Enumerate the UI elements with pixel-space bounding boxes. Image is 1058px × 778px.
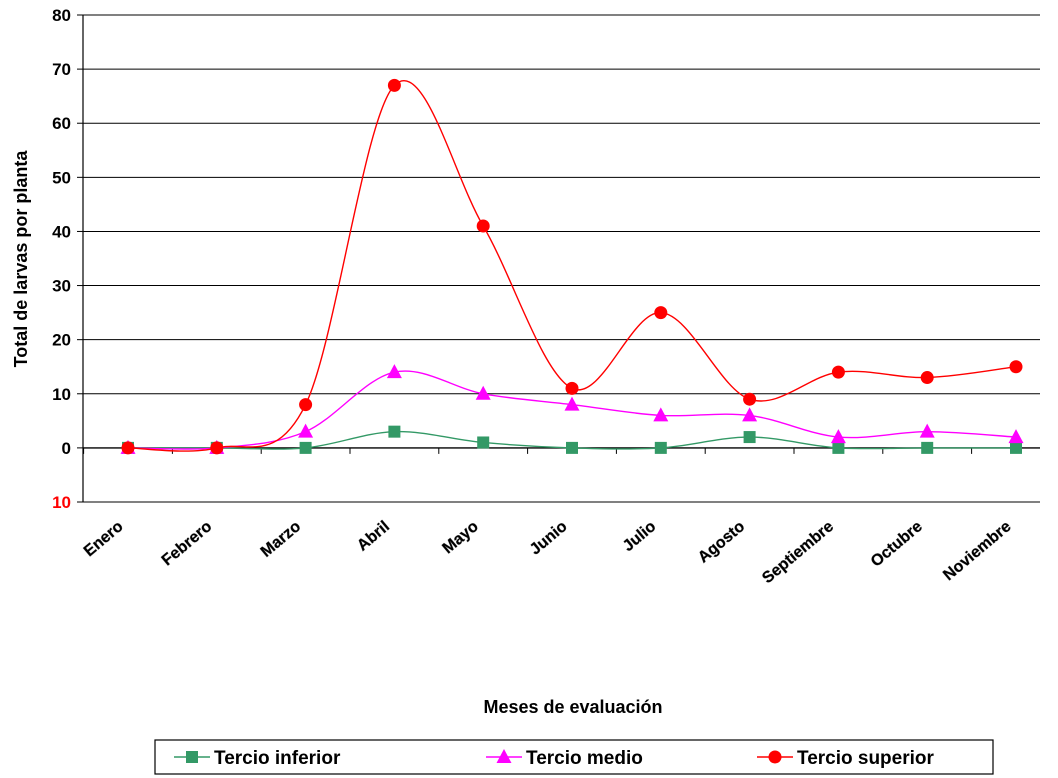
y-tick-label: 60	[52, 114, 71, 133]
x-tick-label: Mayo	[440, 518, 482, 557]
data-point	[743, 431, 756, 444]
legend: Tercio inferior Tercio medio Tercio superi…	[154, 739, 994, 775]
y-tick-labels: 80 70 60 50 40 30 20 10 0 10	[52, 6, 71, 512]
y-tick-label: 20	[52, 331, 71, 350]
data-point	[919, 423, 935, 438]
data-point	[210, 441, 224, 455]
legend-marker	[186, 751, 198, 763]
y-tick-label: 10	[52, 385, 71, 404]
gridlines	[83, 14, 1040, 503]
data-point	[832, 441, 845, 454]
data-point	[475, 385, 491, 400]
y-tick-label: 80	[52, 6, 71, 25]
data-point	[1010, 441, 1022, 454]
legend-label: Tercio medio	[526, 748, 643, 769]
data-point	[121, 441, 135, 455]
data-point	[1009, 360, 1023, 374]
x-tick-label: Agosto	[695, 518, 748, 567]
data-point	[742, 407, 758, 422]
x-tick-label: Marzo	[258, 518, 305, 561]
x-tick-label: Enero	[81, 518, 127, 560]
data-point	[564, 396, 580, 411]
legend-label: Tercio inferior	[214, 748, 341, 769]
series-2	[120, 364, 1024, 454]
data-point	[386, 364, 402, 379]
data-point	[831, 365, 845, 379]
data-point	[654, 306, 668, 320]
series-line	[127, 80, 1017, 452]
x-tick-label: Septiembre	[759, 518, 837, 587]
data-point	[565, 381, 579, 395]
data-point	[1008, 429, 1024, 444]
x-tick-label: Junio	[527, 518, 571, 559]
data-point	[477, 436, 490, 449]
series-lines	[120, 78, 1024, 455]
y-axis-title: Total de larvas por planta	[11, 150, 31, 368]
x-axis-title: Meses de evaluación	[483, 697, 662, 717]
legend-label: Tercio superior	[797, 748, 935, 769]
x-tick-label: Abril	[354, 518, 393, 554]
y-tick-label: 0	[62, 439, 71, 458]
legend-marker	[496, 749, 512, 763]
data-point	[476, 219, 490, 233]
data-point	[299, 398, 313, 412]
x-tick-label: Febrero	[159, 518, 216, 569]
data-point	[654, 441, 667, 454]
data-point	[388, 425, 401, 438]
data-point	[920, 371, 934, 385]
data-point	[830, 429, 846, 444]
data-point	[298, 423, 314, 438]
legend-box	[154, 739, 994, 775]
data-point	[743, 392, 757, 406]
data-point	[566, 441, 578, 454]
data-point	[653, 407, 669, 422]
series-1	[122, 425, 1022, 454]
axes	[77, 14, 973, 503]
y-tick-label: 50	[52, 168, 71, 187]
x-tick-label: Noviembre	[940, 518, 1014, 584]
y-tick-label: 10	[52, 493, 71, 512]
x-tick-label: Octubre	[868, 518, 926, 571]
data-point	[921, 441, 934, 454]
y-tick-label: 30	[52, 277, 71, 296]
x-tick-label: Julio	[620, 518, 660, 555]
series-3	[121, 78, 1023, 455]
y-tick-label: 70	[52, 60, 71, 79]
legend-marker	[768, 750, 782, 764]
data-point	[299, 441, 312, 454]
x-tick-labels: Enero Febrero Marzo Abril Mayo Junio Julio Agos…	[81, 518, 1015, 588]
data-point	[387, 78, 401, 92]
y-tick-label: 40	[52, 222, 71, 241]
